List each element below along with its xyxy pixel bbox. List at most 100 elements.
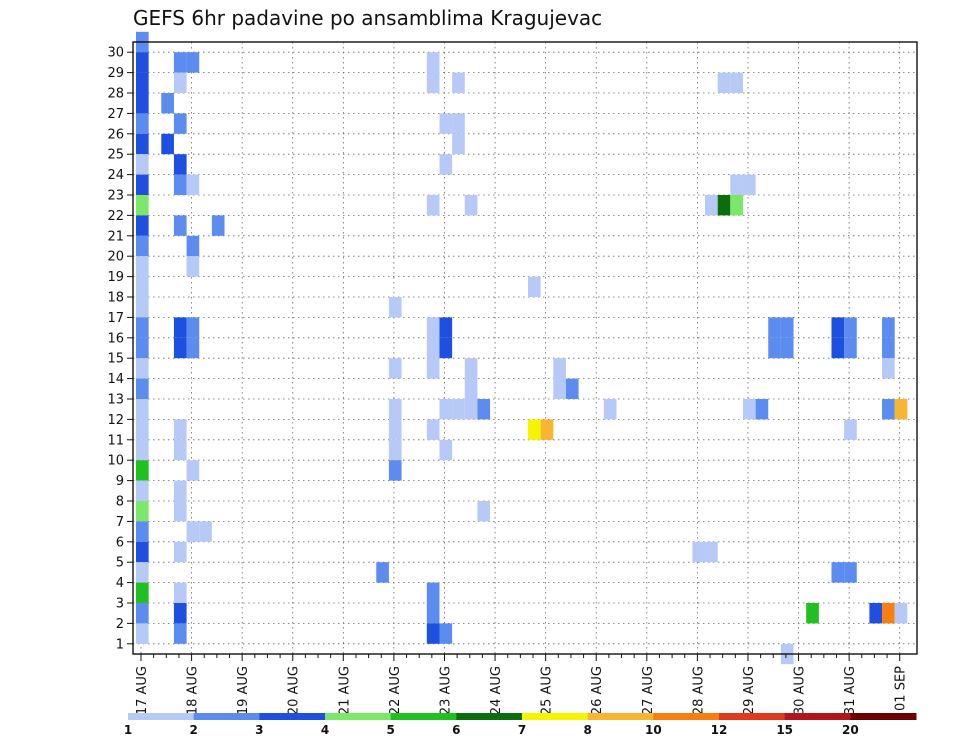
heatmap-cell: [186, 174, 200, 195]
heatmap-cell: [136, 521, 149, 542]
heatmap-cell: [136, 623, 149, 644]
heatmap-cell: [136, 460, 149, 481]
heatmap-cell: [173, 72, 187, 93]
grid-lines: [133, 42, 917, 654]
legend-swatch: [784, 713, 851, 720]
heatmap-cell: [388, 439, 402, 461]
heatmap-cell: [894, 399, 908, 420]
heatmap-cell: [161, 93, 174, 114]
y-tick-label: 28: [107, 87, 124, 102]
heatmap-cell: [173, 582, 187, 603]
x-tick-label: 26 AUG: [590, 666, 605, 715]
heatmap-cell: [186, 52, 200, 73]
heatmap-cell: [844, 419, 857, 440]
legend-label: 5: [386, 723, 394, 737]
heatmap-cell: [540, 419, 554, 440]
x-tick-label: 23 AUG: [438, 666, 453, 715]
heatmap-cell: [173, 603, 187, 624]
x-axis-ticks: 17 AUG 18 AUG 19 AUG 20 AUG 21 AUG 22 AUG 23 A…: [135, 654, 909, 715]
heatmap-cell: [136, 419, 149, 440]
heatmap-cell: [705, 195, 718, 216]
heatmap-cell: [199, 521, 212, 542]
heatmap-cell: [186, 460, 200, 481]
heatmap-cell: [136, 603, 149, 624]
heatmap-cell: [161, 133, 174, 155]
y-tick-label: 19: [107, 270, 124, 285]
heatmap-cell: [186, 235, 200, 257]
heatmap-cell: [388, 460, 402, 481]
heatmap-cell: [882, 358, 895, 379]
heatmap-cell: [388, 297, 402, 318]
heatmap-cell: [136, 235, 149, 257]
heatmap-cell: [136, 337, 149, 359]
heatmap-cell: [831, 317, 845, 338]
legend-label: 10: [645, 723, 662, 737]
y-tick-label: 6: [116, 535, 124, 550]
legend-label: 12: [711, 723, 728, 737]
heatmap-cell: [136, 480, 149, 501]
heatmap-cell: [705, 541, 718, 563]
heatmap-cell: [136, 276, 149, 297]
heatmap-cell: [452, 113, 465, 134]
heatmap-cell: [894, 603, 908, 624]
legend-swatch: [390, 713, 457, 720]
heatmap-cell: [603, 399, 617, 420]
heatmap-cell: [173, 174, 187, 195]
heatmap-cell: [768, 337, 781, 359]
x-tick-label: 24 AUG: [489, 666, 504, 715]
heatmap-cell: [426, 72, 440, 93]
y-tick-label: 20: [107, 250, 124, 265]
heatmap-cell: [136, 195, 149, 216]
heatmap-cell: [464, 378, 478, 399]
heatmap-cell: [882, 603, 895, 624]
color-legend: 1 2 3 4 5 6 7 8 10 12 15 20: [124, 713, 917, 737]
heatmap-cell: [136, 317, 149, 338]
heatmap-cell: [528, 419, 541, 440]
heatmap-cell: [173, 541, 187, 563]
legend-label: 6: [452, 723, 460, 737]
y-tick-label: 13: [107, 393, 124, 408]
heatmap-cell: [388, 399, 402, 420]
heatmap-cell: [439, 623, 453, 644]
legend-label: 4: [321, 723, 329, 737]
heatmap-cell: [173, 337, 187, 359]
heatmap-cell: [426, 52, 440, 73]
heatmap-cell: [173, 419, 187, 440]
y-tick-label: 10: [107, 454, 124, 469]
y-tick-label: 22: [107, 209, 124, 224]
x-tick-label: 30 AUG: [793, 666, 808, 715]
chart-title: GEFS 6hr padavine po ansamblima Kragujev…: [133, 6, 602, 30]
y-tick-label: 12: [107, 413, 124, 428]
heatmap-cell: [477, 501, 491, 522]
heatmap-cell: [136, 256, 149, 277]
heatmap-cell: [173, 439, 187, 461]
heatmap-cell: [730, 174, 743, 195]
x-tick-label: 18 AUG: [186, 666, 201, 715]
x-tick-label: 17 AUG: [135, 666, 150, 715]
heatmap-cell: [136, 562, 149, 583]
heatmap-cell: [730, 72, 743, 93]
heatmap-cell: [477, 399, 491, 420]
heatmap-cell: [439, 399, 453, 420]
heatmap-cell: [882, 337, 895, 359]
y-tick-label: 5: [116, 556, 124, 571]
legend-swatch: [653, 713, 720, 720]
heatmap-cell: [692, 541, 706, 563]
y-tick-label: 24: [107, 168, 124, 183]
heatmap-cell: [528, 276, 541, 297]
heatmap-cell: [439, 154, 453, 175]
heatmap-cell: [844, 562, 857, 583]
legend-swatch: [719, 713, 786, 720]
heatmap-cell: [565, 378, 579, 399]
y-tick-label: 11: [107, 433, 124, 448]
heatmap-cell: [186, 337, 200, 359]
heatmap-cell: [831, 337, 845, 359]
legend-swatch: [522, 713, 589, 720]
legend-label: 2: [189, 723, 197, 737]
heatmap-cell: [426, 582, 440, 603]
legend-swatch: [456, 713, 523, 720]
heatmap-cell: [452, 133, 465, 155]
heatmap-cell: [136, 215, 149, 236]
heatmap-cell: [186, 317, 200, 338]
